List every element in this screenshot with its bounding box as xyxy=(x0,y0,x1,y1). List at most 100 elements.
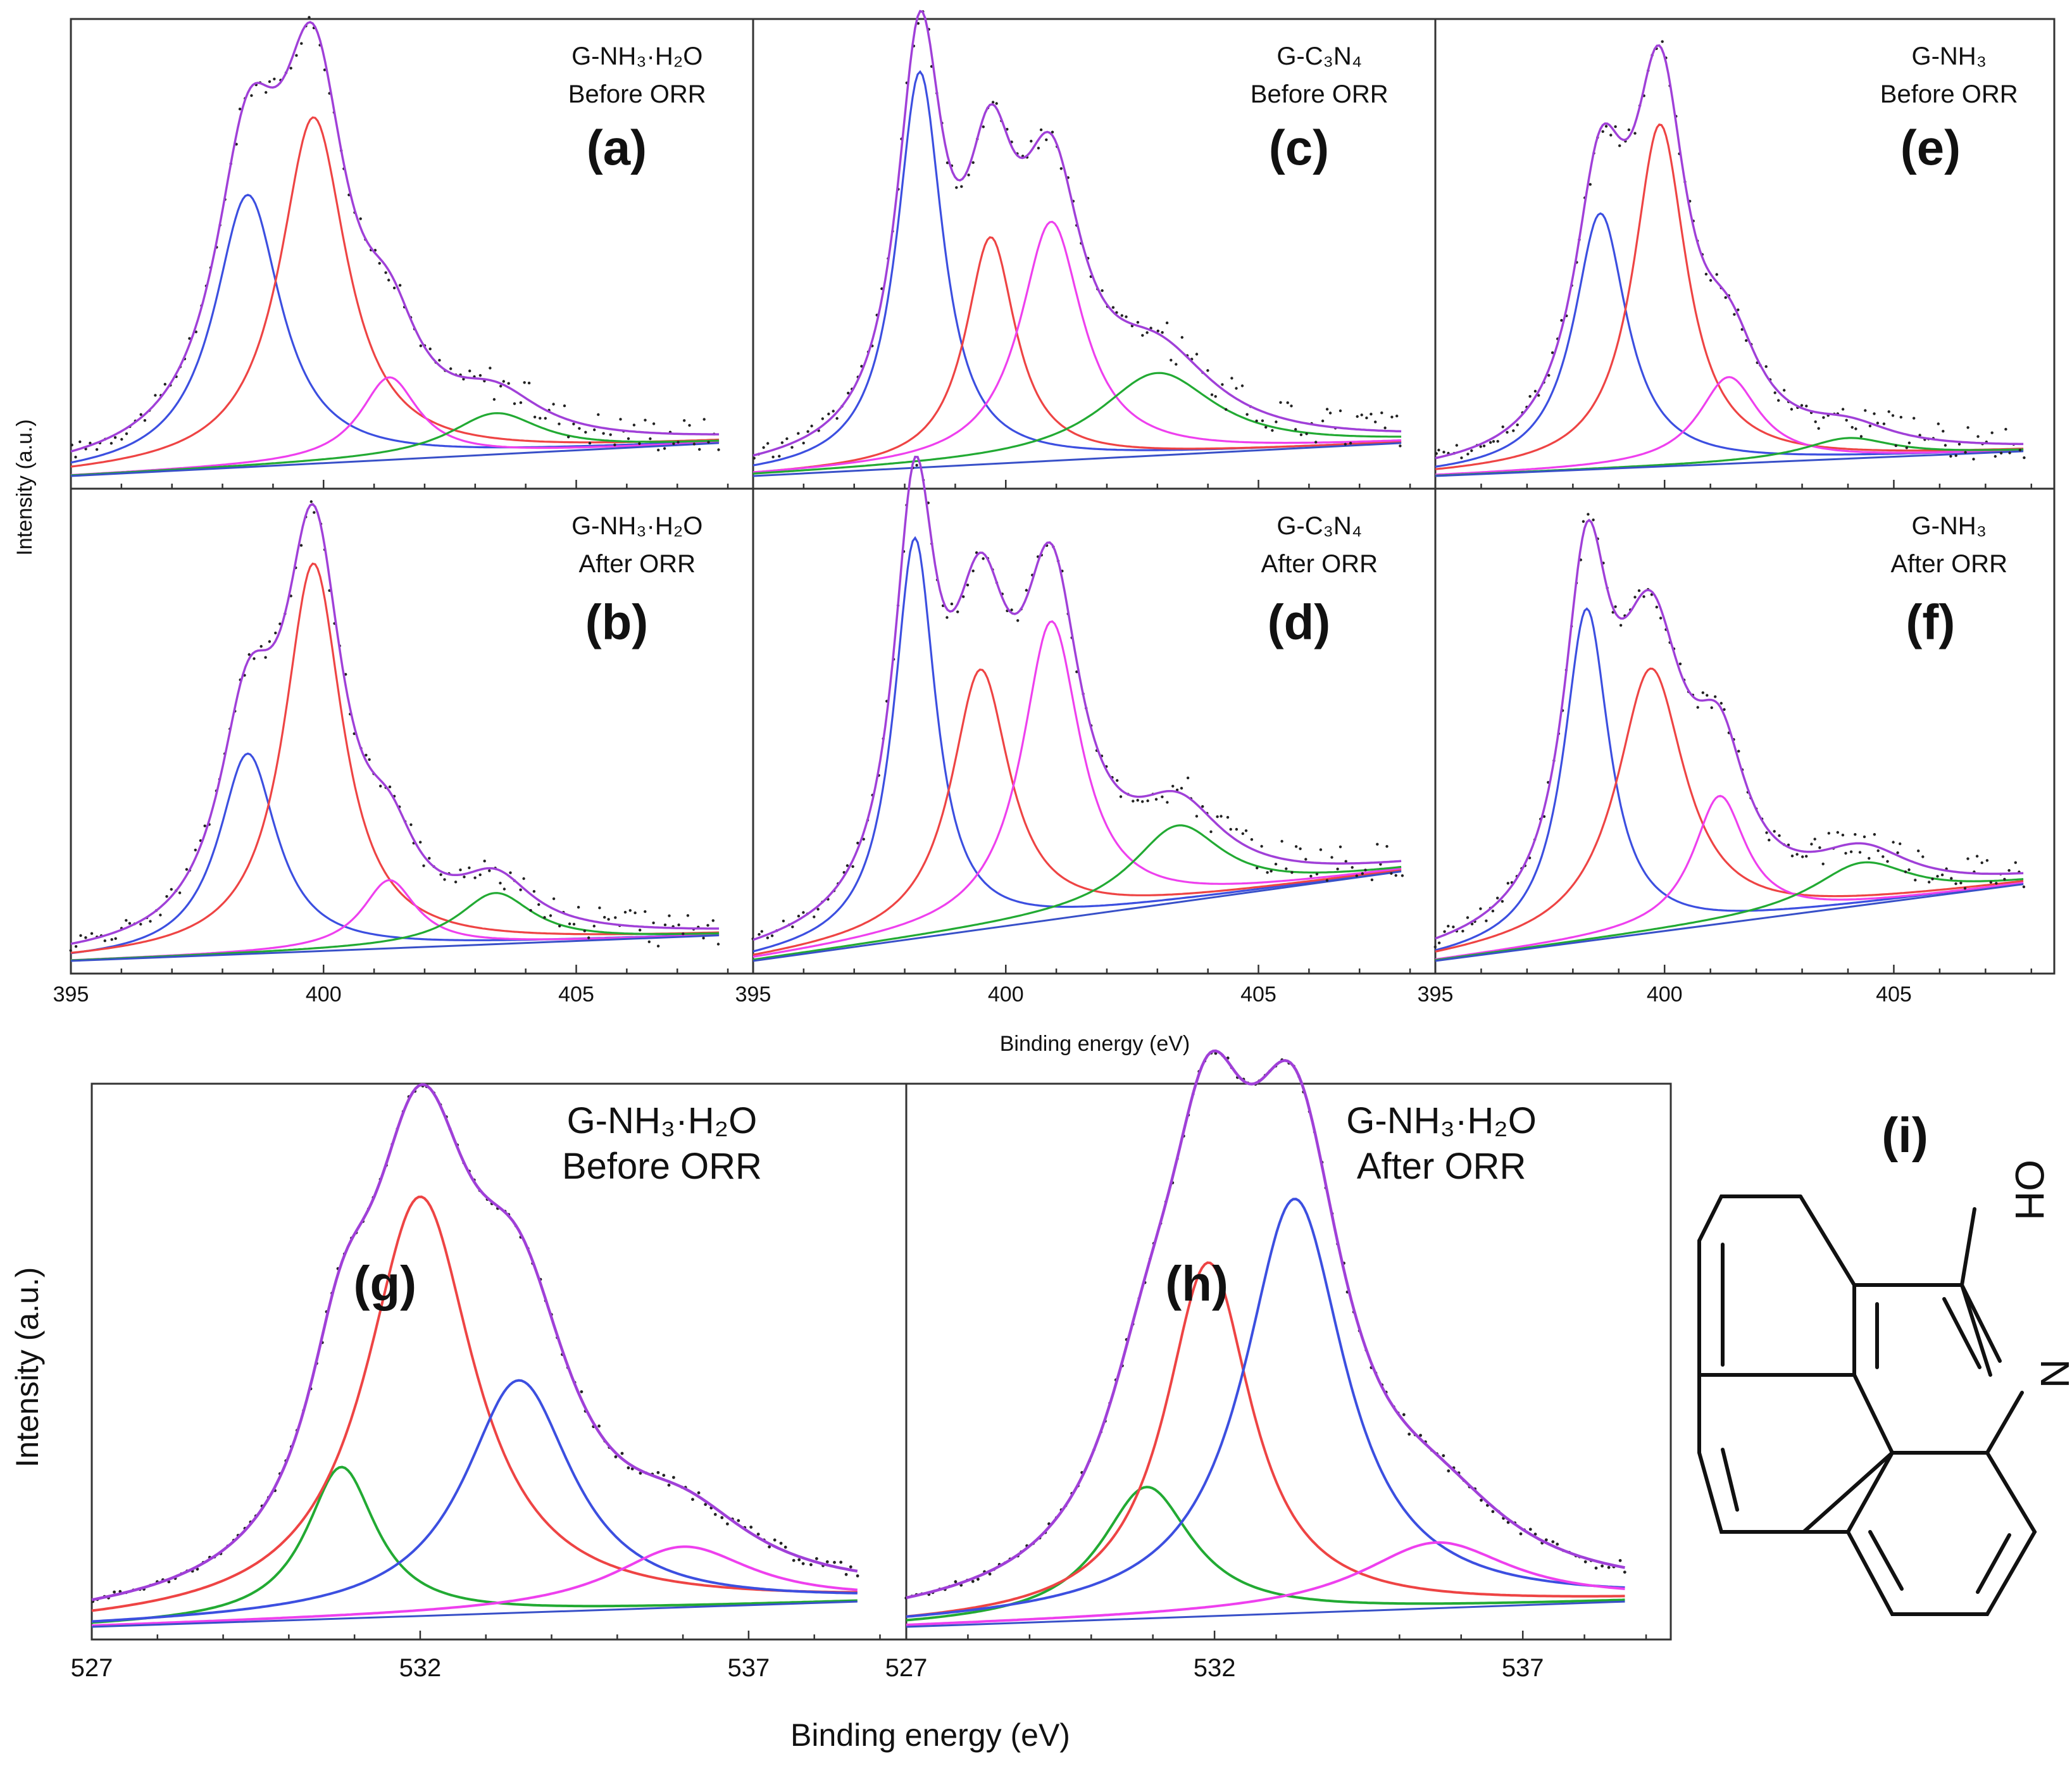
raw-point xyxy=(1813,837,1816,841)
background-h xyxy=(906,1600,1625,1628)
raw-point xyxy=(1235,827,1239,831)
raw-point xyxy=(1010,608,1013,611)
raw-point xyxy=(1482,444,1486,448)
raw-point xyxy=(1479,907,1482,910)
raw-point xyxy=(1528,395,1532,398)
raw-point xyxy=(1822,416,1825,419)
raw-point xyxy=(1790,408,1794,411)
raw-point xyxy=(1285,867,1288,870)
raw-point xyxy=(188,337,191,340)
raw-point xyxy=(1466,916,1470,919)
raw-point xyxy=(677,923,680,927)
series-f-1 xyxy=(1435,607,2024,951)
raw-point xyxy=(1141,334,1144,337)
raw-point xyxy=(1633,596,1637,599)
raw-point xyxy=(1330,856,1333,859)
raw-point xyxy=(1221,383,1224,386)
raw-point xyxy=(549,914,552,917)
raw-point xyxy=(711,919,715,922)
raw-point xyxy=(1845,418,1848,422)
raw-point xyxy=(1642,595,1645,598)
raw-point xyxy=(1864,409,1867,412)
sample-name-c: G-C₃N₄ xyxy=(1276,42,1362,70)
raw-point xyxy=(2004,427,2007,431)
raw-point xyxy=(1975,855,1979,858)
raw-point xyxy=(1921,855,1925,858)
raw-point xyxy=(1437,448,1440,452)
envelope-h xyxy=(906,1049,1625,1600)
raw-point xyxy=(1995,882,1998,885)
series-f-2 xyxy=(1435,667,2024,953)
raw-point xyxy=(971,569,975,573)
panel-c: G-C₃N₄ Before ORR (c) xyxy=(752,9,1437,490)
raw-point xyxy=(614,916,617,919)
raw-point xyxy=(1260,844,1263,848)
raw-point xyxy=(1714,695,1717,698)
raw-point xyxy=(704,1503,708,1507)
raw-point xyxy=(159,913,162,917)
raw-point xyxy=(1907,868,1911,872)
panel-label-e: (e) xyxy=(1900,120,1961,175)
series-h-4 xyxy=(906,1541,1625,1626)
background-a xyxy=(70,442,720,477)
raw-point xyxy=(1795,853,1799,856)
raw-point xyxy=(663,923,667,927)
raw-point xyxy=(955,186,958,189)
raw-point xyxy=(726,1522,729,1526)
raw-point xyxy=(1601,130,1604,133)
raw-point xyxy=(662,1474,666,1477)
raw-point xyxy=(1136,321,1140,324)
raw-point xyxy=(125,432,128,436)
raw-point xyxy=(519,888,522,891)
raw-point xyxy=(1994,455,1997,458)
raw-point xyxy=(1206,369,1209,372)
raw-point xyxy=(95,448,99,451)
raw-point xyxy=(780,441,784,444)
raw-point xyxy=(1614,125,1617,129)
panel-d: 395 400 405 G-C₃N₄ After ORR (d) xyxy=(735,455,1437,1006)
raw-point xyxy=(1455,444,1458,447)
series-d-1 xyxy=(752,536,1402,953)
x-tick-label-d-2: 405 xyxy=(1240,982,1276,1006)
raw-point xyxy=(1957,442,1961,446)
raw-point xyxy=(827,412,830,416)
bond-c-n-double xyxy=(1942,1297,1982,1369)
raw-point xyxy=(170,887,173,891)
raw-point xyxy=(1594,1566,1598,1570)
raw-point xyxy=(438,358,441,362)
raw-point xyxy=(1216,815,1219,818)
raw-point xyxy=(1365,417,1368,420)
raw-point xyxy=(697,1491,701,1495)
raw-point xyxy=(1266,871,1269,874)
raw-point xyxy=(1370,413,1373,416)
raw-point xyxy=(1225,408,1228,411)
raw-point xyxy=(851,865,854,868)
raw-point xyxy=(278,622,282,625)
bond-center-left xyxy=(1802,1451,1894,1534)
raw-point xyxy=(114,937,117,940)
raw-point xyxy=(688,423,691,427)
raw-point xyxy=(1944,444,1947,447)
raw-point xyxy=(971,1579,975,1583)
raw-point xyxy=(489,367,492,370)
raw-point xyxy=(1250,838,1254,841)
raw-point xyxy=(760,930,764,933)
raw-point xyxy=(1959,881,1963,885)
raw-point xyxy=(84,448,87,451)
raw-point xyxy=(1437,941,1441,944)
raw-point xyxy=(607,918,610,921)
raw-point xyxy=(1560,318,1563,322)
raw-point xyxy=(771,455,775,459)
raw-point xyxy=(1583,1560,1587,1564)
raw-point xyxy=(991,101,995,104)
raw-point xyxy=(1765,831,1768,834)
raw-point xyxy=(1161,795,1164,799)
x-tick-label-d-0: 395 xyxy=(735,982,771,1006)
raw-point xyxy=(1655,605,1658,609)
raw-point xyxy=(109,442,113,445)
raw-point xyxy=(1466,453,1470,456)
raw-point xyxy=(143,419,147,422)
panels-layer: G-NH₃·H₂O Before ORR (a) 395 400 405 G-NH₃·H₂O… xyxy=(53,9,2056,1682)
x-tick-label-b-0: 395 xyxy=(53,982,89,1006)
raw-point xyxy=(1261,419,1264,422)
